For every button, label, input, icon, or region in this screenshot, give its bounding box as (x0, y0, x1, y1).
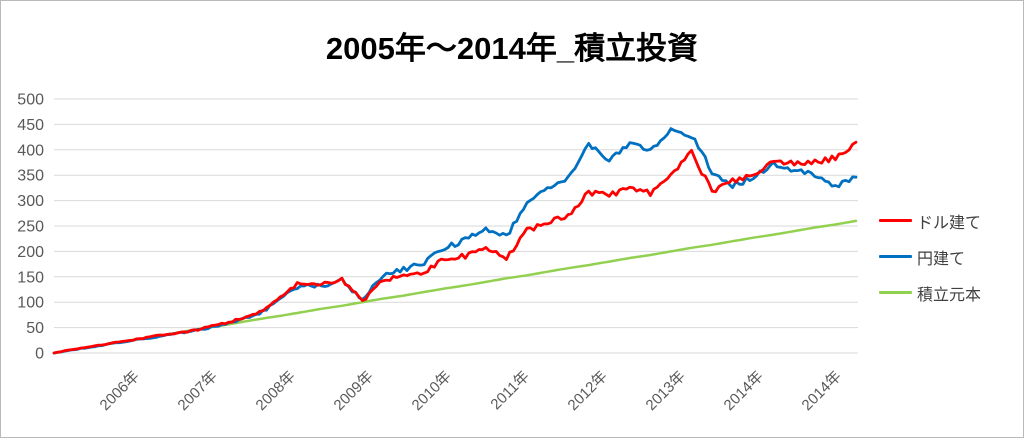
y-tick-label: 400 (17, 142, 44, 159)
x-tick-label: 2014年 (799, 368, 845, 414)
y-tick-label: 0 (35, 346, 44, 363)
x-tick-label: 2014年 (721, 368, 767, 414)
x-tick-label: 2006年 (97, 368, 143, 414)
y-axis-labels: 0 50 100 150 200 250 300 350 400 450 500 (17, 92, 44, 363)
legend-label-principal: 積立元本 (917, 286, 982, 304)
legend-swatch-principal (879, 291, 912, 294)
legend-item-dollar: ドル建て (879, 210, 982, 232)
chart-title: 2005年〜2014年_積立投資 (325, 31, 699, 66)
x-tick-label: 2008年 (253, 368, 299, 414)
gridlines (54, 98, 858, 354)
series-line-dollar (52, 140, 858, 355)
y-tick-label: 300 (17, 193, 44, 210)
y-tick-label: 500 (17, 92, 44, 109)
legend-item-principal: 積立元本 (879, 282, 982, 304)
x-tick-label: 2007年 (175, 368, 221, 414)
chart-legend: ドル建て円建て積立元本 (879, 210, 982, 304)
y-tick-label: 350 (17, 168, 44, 185)
x-tick-label: 2011年 (487, 368, 532, 413)
legend-label-yen: 円建て (917, 250, 966, 268)
y-tick-label: 100 (17, 295, 44, 312)
y-tick-label: 200 (17, 244, 44, 261)
legend-swatch-yen (879, 255, 912, 258)
x-tick-label: 2013年 (643, 368, 689, 414)
y-tick-label: 150 (17, 269, 44, 286)
y-tick-label: 50 (26, 320, 44, 337)
x-tick-label: 2012年 (565, 368, 611, 414)
x-tick-label: 2009年 (331, 368, 377, 414)
legend-label-dollar: ドル建て (917, 214, 982, 232)
legend-swatch-dollar (879, 219, 912, 222)
x-tick-label: 2010年 (409, 368, 455, 414)
x-axis-labels: 2006年 2007年 2008年 2009年 2010年 2011年 2012年 2013年… (97, 368, 845, 414)
legend-item-yen: 円建て (879, 246, 981, 268)
y-tick-label: 450 (17, 117, 44, 134)
y-tick-label: 250 (17, 219, 44, 236)
